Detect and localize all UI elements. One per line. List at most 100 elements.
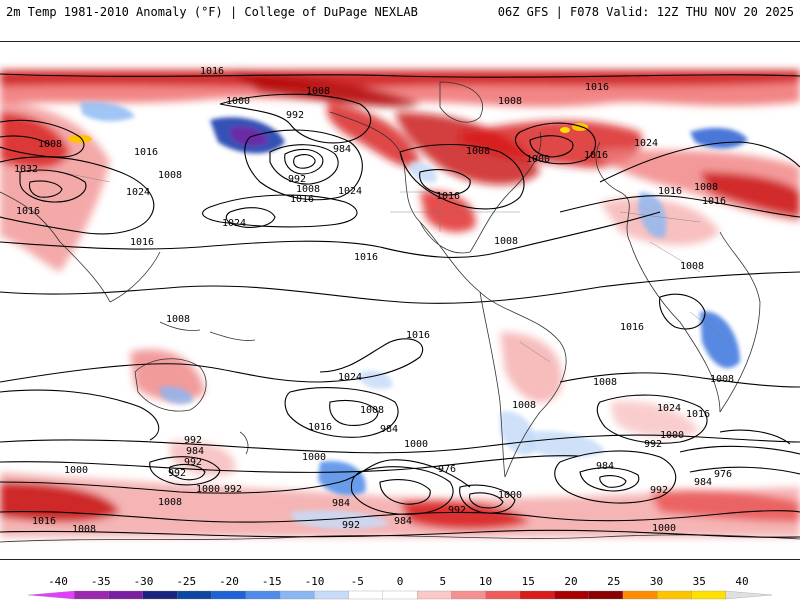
isobar-label: 1016 (354, 252, 378, 263)
map-title: 2m Temp 1981-2010 Anomaly (°F) | College… (6, 5, 418, 19)
isobar-label: 1008 (158, 170, 182, 181)
isobar-label: 1008 (38, 139, 62, 150)
isobar-label: 992 (644, 439, 662, 450)
isobar-label: 992 (168, 468, 186, 479)
isobar-label: 1024 (338, 186, 362, 197)
isobar-label: 1008 (72, 524, 96, 535)
isobar-label: 984 (596, 461, 614, 472)
color-scale-tick-label: 15 (522, 575, 535, 588)
isobar-label: 1000 (302, 452, 326, 463)
color-scale-swatch (245, 590, 281, 600)
isobar-label: 1016 (200, 66, 224, 77)
map-background (0, 42, 800, 559)
isobar-label: 992 (224, 484, 242, 495)
isobar-label: 1016 (16, 206, 40, 217)
isobar-label: 992 (342, 520, 360, 531)
isobar-label: 1000 (660, 430, 684, 441)
color-scale-tick-label: 5 (439, 575, 446, 588)
isobar-label: 1016 (686, 409, 710, 420)
isobar-label: 1008 (494, 236, 518, 247)
cold-anomaly-shading (80, 101, 748, 530)
color-scale-swatch (485, 590, 521, 600)
isobar-label: 1016 (134, 147, 158, 158)
color-scale-swatch (554, 590, 590, 600)
color-scale-swatch (348, 590, 384, 600)
color-scale-swatch (588, 590, 624, 600)
isobar-label: 984 (332, 498, 350, 509)
hot-spots (68, 123, 588, 143)
isobar-label: 1000 (64, 465, 88, 476)
color-scale-ticks: -40 -35 -30 -25 -20 -15 -10 -5 0 5 10 15 20 25 30 35 40 (48, 575, 749, 588)
isobar-label: 1008 (680, 261, 704, 272)
isobar-label: 1000 (404, 439, 428, 450)
color-scale-swatch (27, 590, 75, 600)
color-scale-tick-label: -30 (134, 575, 154, 588)
isobar-label: 1008 (466, 146, 490, 157)
isobar-label: 1008 (710, 374, 734, 385)
isobar-label: 992 (184, 457, 202, 468)
isobar-label: 1016 (406, 330, 430, 341)
color-scale-swatch (211, 590, 247, 600)
color-scale-tick-label: 35 (693, 575, 706, 588)
color-scale-swatch (279, 590, 315, 600)
isobar-label: 1032 (14, 164, 38, 175)
isobar-label: 1008 (306, 86, 330, 97)
color-scale-tick-label: -25 (176, 575, 196, 588)
isobar-label: 1016 (290, 194, 314, 205)
isobar-label: 1008 (360, 405, 384, 416)
color-scale-tick-label: 10 (479, 575, 492, 588)
isobar-label: 1000 (652, 523, 676, 534)
isobar-label: 1000 (196, 484, 220, 495)
isobar-label: 1024 (657, 403, 681, 414)
isobar-label: 992 (448, 505, 466, 516)
isobar-label: 1008 (593, 377, 617, 388)
isobar-label: 992 (184, 435, 202, 446)
color-scale-swatch (142, 590, 178, 600)
isobar-label: 976 (438, 464, 456, 475)
isobar-label: 1016 (702, 196, 726, 207)
color-scale-swatch (622, 590, 658, 600)
color-scale-tick-label: 30 (650, 575, 663, 588)
isobar-label: 1016 (32, 516, 56, 527)
isobar-label: 1024 (126, 187, 150, 198)
color-scale-swatch (519, 590, 555, 600)
isobar-label: 1000 (226, 96, 250, 107)
model-run-info: 06Z GFS | F078 Valid: 12Z THU NOV 20 202… (497, 5, 794, 19)
color-scale-legend: -40 -35 -30 -25 -20 -15 -10 -5 0 5 10 15 20 25 30 35 40 (0, 565, 800, 600)
isobar-label: 1024 (634, 138, 658, 149)
isobar-label: 984 (380, 424, 398, 435)
isobar-label: 1024 (338, 372, 362, 383)
isobar-label: 984 (394, 516, 412, 527)
isobar-label: 992 (650, 485, 668, 496)
color-scale-swatch (725, 590, 773, 600)
isobar-label: 1008 (166, 314, 190, 325)
isobar-label: 1000 (526, 154, 550, 165)
isobar-label: 992 (286, 110, 304, 121)
color-scale-tick-label: -15 (262, 575, 282, 588)
isobar-label: 1016 (658, 186, 682, 197)
isobar-labels: 1016 1008 1000 992 984 1008 1016 1008 10… (14, 66, 734, 535)
color-scale-tick-label: 40 (735, 575, 748, 588)
color-scale-swatch (108, 590, 144, 600)
color-scale-swatch (691, 590, 727, 600)
color-scale-swatch (74, 590, 110, 600)
isobar-label: 1008 (296, 184, 320, 195)
color-scale-tick-label: 25 (607, 575, 620, 588)
isobar-label: 1016 (436, 191, 460, 202)
color-scale-tick-label: 20 (564, 575, 577, 588)
isobar-label: 1016 (584, 150, 608, 161)
color-scale-swatch (314, 590, 350, 600)
isobar-label: 976 (714, 469, 732, 480)
color-scale-tick-label: 0 (397, 575, 404, 588)
color-scale-tick-label: -10 (305, 575, 325, 588)
color-scale-bar (27, 590, 773, 600)
isobar-label: 1008 (512, 400, 536, 411)
color-scale-tick-label: -5 (351, 575, 364, 588)
isobar-label: 1016 (585, 82, 609, 93)
isobar-label: 984 (186, 446, 204, 457)
anomaly-map: 1016 1008 1000 992 984 1008 1016 1008 10… (0, 41, 800, 560)
color-scale-swatch (176, 590, 213, 600)
isobar-label: 984 (694, 477, 712, 488)
isobar-label: 1000 (498, 490, 522, 501)
isobar-label: 1008 (158, 497, 182, 508)
